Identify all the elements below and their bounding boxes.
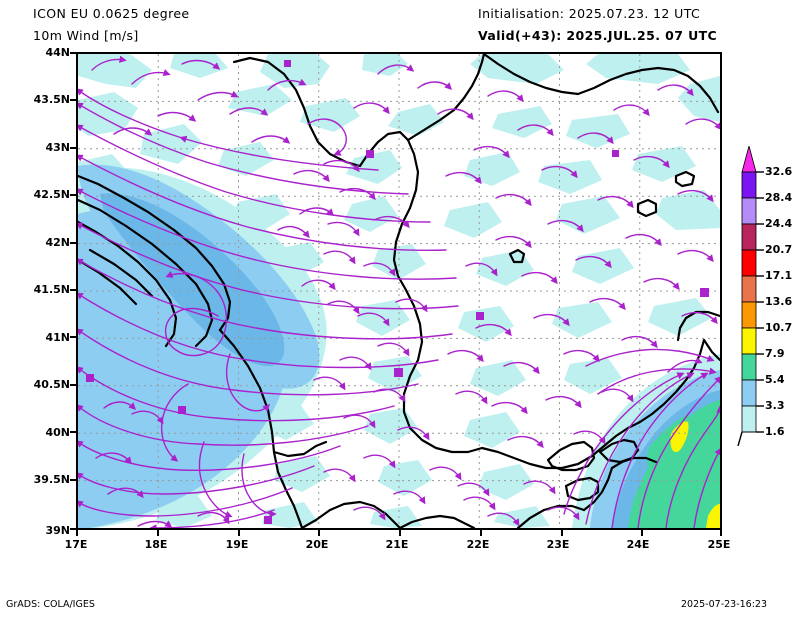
x-tick-1 <box>156 530 159 536</box>
y-tick-label-39N: 39N <box>45 524 70 537</box>
x-tick-8 <box>720 530 722 536</box>
map-borders <box>78 54 720 528</box>
variable-title: 10m Wind [m/s] <box>33 28 139 43</box>
y-tick-8 <box>70 431 76 434</box>
x-tick-label-23E: 23E <box>546 538 570 551</box>
colorbar: 32.6 28.4 24.4 20.7 17.1 13.6 10.7 7.9 5… <box>736 146 798 446</box>
x-tick-label-25E: 25E <box>707 538 731 551</box>
y-tick-label-43N: 43N <box>45 141 70 154</box>
x-tick-5 <box>479 530 482 536</box>
x-tick-label-17E: 17E <box>64 538 88 551</box>
y-tick-2 <box>70 146 76 149</box>
y-tick-0 <box>70 52 76 54</box>
y-tick-10 <box>70 528 76 530</box>
x-tick-label-19E: 19E <box>225 538 249 551</box>
y-tick-label-40N: 40N <box>45 426 70 439</box>
shade-aegean <box>572 354 720 528</box>
map-plot-area <box>76 52 722 530</box>
y-tick-7 <box>70 383 76 386</box>
colorbar-label-3.3: 3.3 <box>765 399 785 412</box>
valid-time-label: Valid(+43): 2025.JUL.25. 07 UTC <box>478 28 718 43</box>
wind-map <box>78 54 720 528</box>
colorbar-graphic <box>737 146 764 446</box>
colorbar-label-13.6: 13.6 <box>765 295 793 308</box>
y-tick-label-40.5N: 40.5N <box>33 378 70 391</box>
x-tick-label-22E: 22E <box>466 538 490 551</box>
y-tick-label-41N: 41N <box>45 331 70 344</box>
x-tick-7 <box>641 530 644 536</box>
y-tick-label-44N: 44N <box>45 46 70 59</box>
colorbar-label-7.9: 7.9 <box>765 347 785 360</box>
y-tick-3 <box>70 194 76 197</box>
x-tick-label-21E: 21E <box>385 538 409 551</box>
wind-streamlines <box>78 55 720 528</box>
y-tick-label-39.5N: 39.5N <box>33 473 70 486</box>
convergence-markers <box>86 60 709 524</box>
y-tick-6 <box>70 336 76 339</box>
initialisation-label: Initialisation: 2025.07.23. 12 UTC <box>478 6 701 21</box>
colorbar-label-32.6: 32.6 <box>765 165 793 178</box>
y-tick-label-42.5N: 42.5N <box>33 188 70 201</box>
y-tick-1 <box>70 99 76 102</box>
colorbar-label-28.4: 28.4 <box>765 191 793 204</box>
x-tick-label-18E: 18E <box>144 538 168 551</box>
x-tick-4 <box>399 530 401 536</box>
model-title: ICON EU 0.0625 degree <box>33 6 190 21</box>
colorbar-label-10.7: 10.7 <box>765 321 793 334</box>
x-tick-0 <box>76 530 78 536</box>
x-tick-2 <box>237 530 240 536</box>
y-tick-5 <box>70 289 76 291</box>
colorbar-label-17.1: 17.1 <box>765 269 793 282</box>
colorbar-label-5.4: 5.4 <box>765 373 785 386</box>
y-tick-9 <box>70 478 76 481</box>
y-tick-label-41.5N: 41.5N <box>33 283 70 296</box>
colorbar-label-1.6: 1.6 <box>765 425 785 438</box>
x-tick-6 <box>560 530 563 536</box>
render-timestamp: 2025-07-23-16:23 <box>681 599 768 610</box>
colorbar-label-20.7: 20.7 <box>765 243 793 256</box>
y-tick-label-42N: 42N <box>45 236 70 249</box>
grads-credit: GrADS: COLA/IGES <box>6 599 95 610</box>
x-tick-3 <box>318 530 321 536</box>
y-tick-label-43.5N: 43.5N <box>33 93 70 106</box>
y-tick-4 <box>70 241 76 244</box>
x-tick-label-20E: 20E <box>305 538 329 551</box>
x-tick-label-24E: 24E <box>626 538 650 551</box>
colorbar-label-24.4: 24.4 <box>765 217 793 230</box>
